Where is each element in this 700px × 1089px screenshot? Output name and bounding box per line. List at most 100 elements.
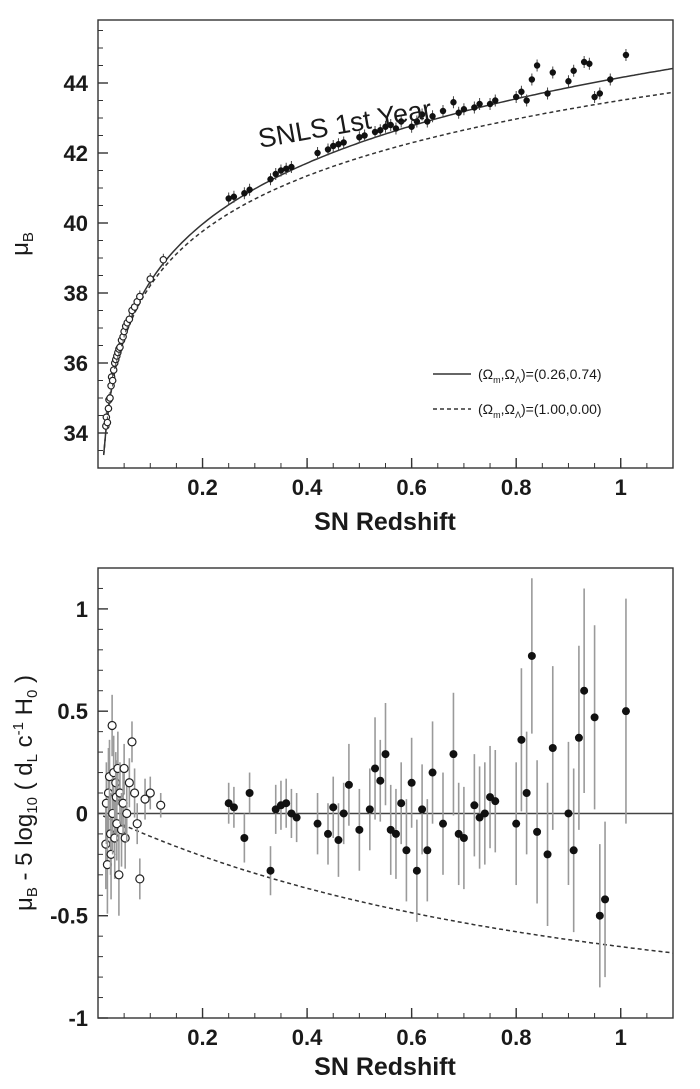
snls-sn-residual <box>407 778 416 787</box>
snls-sn-point <box>371 128 379 136</box>
snls-sn-point <box>486 100 494 108</box>
snls-sn-residual <box>245 789 254 797</box>
top-model-curves <box>102 67 674 456</box>
snls-sn-point <box>518 88 525 95</box>
snls-sn-residual <box>459 834 468 842</box>
snls-sn-residual <box>621 707 630 716</box>
snls-sn-residual <box>548 744 557 752</box>
nearby-sn-residual <box>135 874 145 884</box>
y-tick-label: -0.5 <box>50 904 88 929</box>
y-tick-label: 42 <box>64 141 88 166</box>
snls-sn-point <box>533 62 541 69</box>
snls-sn-residual <box>371 764 380 773</box>
snls-sn-residual <box>266 866 275 875</box>
snls-sn-point <box>528 76 536 83</box>
snls-sn-residual <box>517 735 526 744</box>
snls-sn-residual <box>423 846 432 855</box>
snls-sn-point <box>596 90 604 97</box>
bottom-y-axis-title: μB - 5 log10 ( dL c-1 H0 ) <box>10 675 41 911</box>
snls-sn-residual <box>590 713 599 722</box>
snls-sn-point <box>241 190 248 197</box>
bottom-x-axis-title: SN Redshift <box>314 1053 456 1081</box>
snls-sn-residual <box>381 750 390 759</box>
nearby-sn-residual <box>124 778 134 788</box>
snls-sn-residual <box>601 895 610 904</box>
x-tick-label: 0.8 <box>501 1025 532 1050</box>
residual-panel: 0.2 0.4 0.6 0.8 1 -1 -0.5 0 0.5 1 SN Redshift μB … <box>10 567 674 1081</box>
snls-sn-residual <box>397 799 406 808</box>
x-tick-label: 0.2 <box>187 1025 218 1050</box>
top-y-axis-title: μB <box>7 232 37 256</box>
snls-sn-residual <box>334 836 343 845</box>
nearby-sn-point <box>103 418 112 427</box>
x-tick-label: 0.4 <box>292 1025 323 1050</box>
y-tick-label: 1 <box>76 597 88 622</box>
snls-sn-point <box>476 100 483 108</box>
snls-sn-residual <box>512 819 521 828</box>
snls-sn-residual <box>282 799 291 808</box>
model-curve-lambda <box>102 67 674 455</box>
snls-sn-residual <box>240 834 249 842</box>
bottom-ticks: 0.2 0.4 0.6 0.8 1 -1 -0.5 0 0.5 1 <box>50 587 648 1050</box>
snls-sn-residual <box>428 768 437 777</box>
x-tick-label: 0.4 <box>292 475 323 500</box>
snls-sn-residual <box>355 825 364 834</box>
snls-sn-point <box>225 195 232 202</box>
snls-sn-residual <box>324 829 332 838</box>
nearby-sn-residual <box>116 825 127 835</box>
snls-sn-point <box>471 104 478 111</box>
snls-sn-point <box>361 132 368 139</box>
x-tick-label: 0.8 <box>501 475 532 500</box>
snls-sn-point <box>607 76 614 83</box>
bottom-model-curves <box>98 812 674 954</box>
snls-sn-point <box>282 165 290 172</box>
y-tick-label: 36 <box>64 351 88 376</box>
snls-sn-point <box>429 113 436 120</box>
snls-sn-point <box>288 163 295 171</box>
nearby-sn-residual <box>120 833 130 843</box>
snls-sn-point <box>460 106 468 113</box>
nearby-sn-point <box>108 376 117 385</box>
nearby-sn-point <box>104 404 113 413</box>
snls-sn-point <box>455 109 462 116</box>
top-data-points <box>102 49 630 432</box>
snls-sn-point <box>330 142 337 150</box>
snls-sn-residual <box>569 846 578 855</box>
nearby-sn-point <box>125 315 134 324</box>
nearby-sn-point <box>109 366 118 374</box>
snls-sn-residual <box>449 750 458 759</box>
nearby-sn-point <box>136 292 144 301</box>
snls-sn-residual <box>412 866 421 875</box>
nearby-sn-point <box>106 394 114 402</box>
snls-sn-point <box>580 58 588 66</box>
nearby-sn-residual <box>122 808 132 819</box>
nearby-sn-residual <box>145 788 155 798</box>
snls-sn-residual <box>418 805 427 814</box>
y-tick-label: 38 <box>64 281 88 306</box>
x-tick-label: 0.2 <box>187 475 218 500</box>
snls-sn-point <box>246 186 253 193</box>
snls-sn-point <box>340 139 347 146</box>
nearby-sn-residual <box>140 794 150 804</box>
snls-sn-residual <box>402 846 411 855</box>
y-tick-label: -1 <box>68 1006 88 1031</box>
y-tick-label: 0 <box>76 801 88 826</box>
y-tick-label: 40 <box>64 211 88 236</box>
snls-sn-residual <box>574 733 583 742</box>
x-tick-label: 1 <box>615 475 627 500</box>
snls-sn-point <box>512 93 520 101</box>
snls-sn-point <box>324 146 332 153</box>
snls-sn-point <box>397 118 405 125</box>
snls-sn-residual <box>339 809 348 818</box>
snls-sn-residual <box>522 789 531 797</box>
snls-sn-point <box>622 51 630 59</box>
snls-sn-residual <box>595 911 604 920</box>
nearby-sn-residual <box>129 788 140 798</box>
snls-sn-point <box>335 141 342 148</box>
snls-sn-residual <box>365 805 374 814</box>
snls-sn-point <box>565 78 572 85</box>
snls-sn-residual <box>533 827 542 836</box>
x-tick-label: 0.6 <box>396 475 427 500</box>
